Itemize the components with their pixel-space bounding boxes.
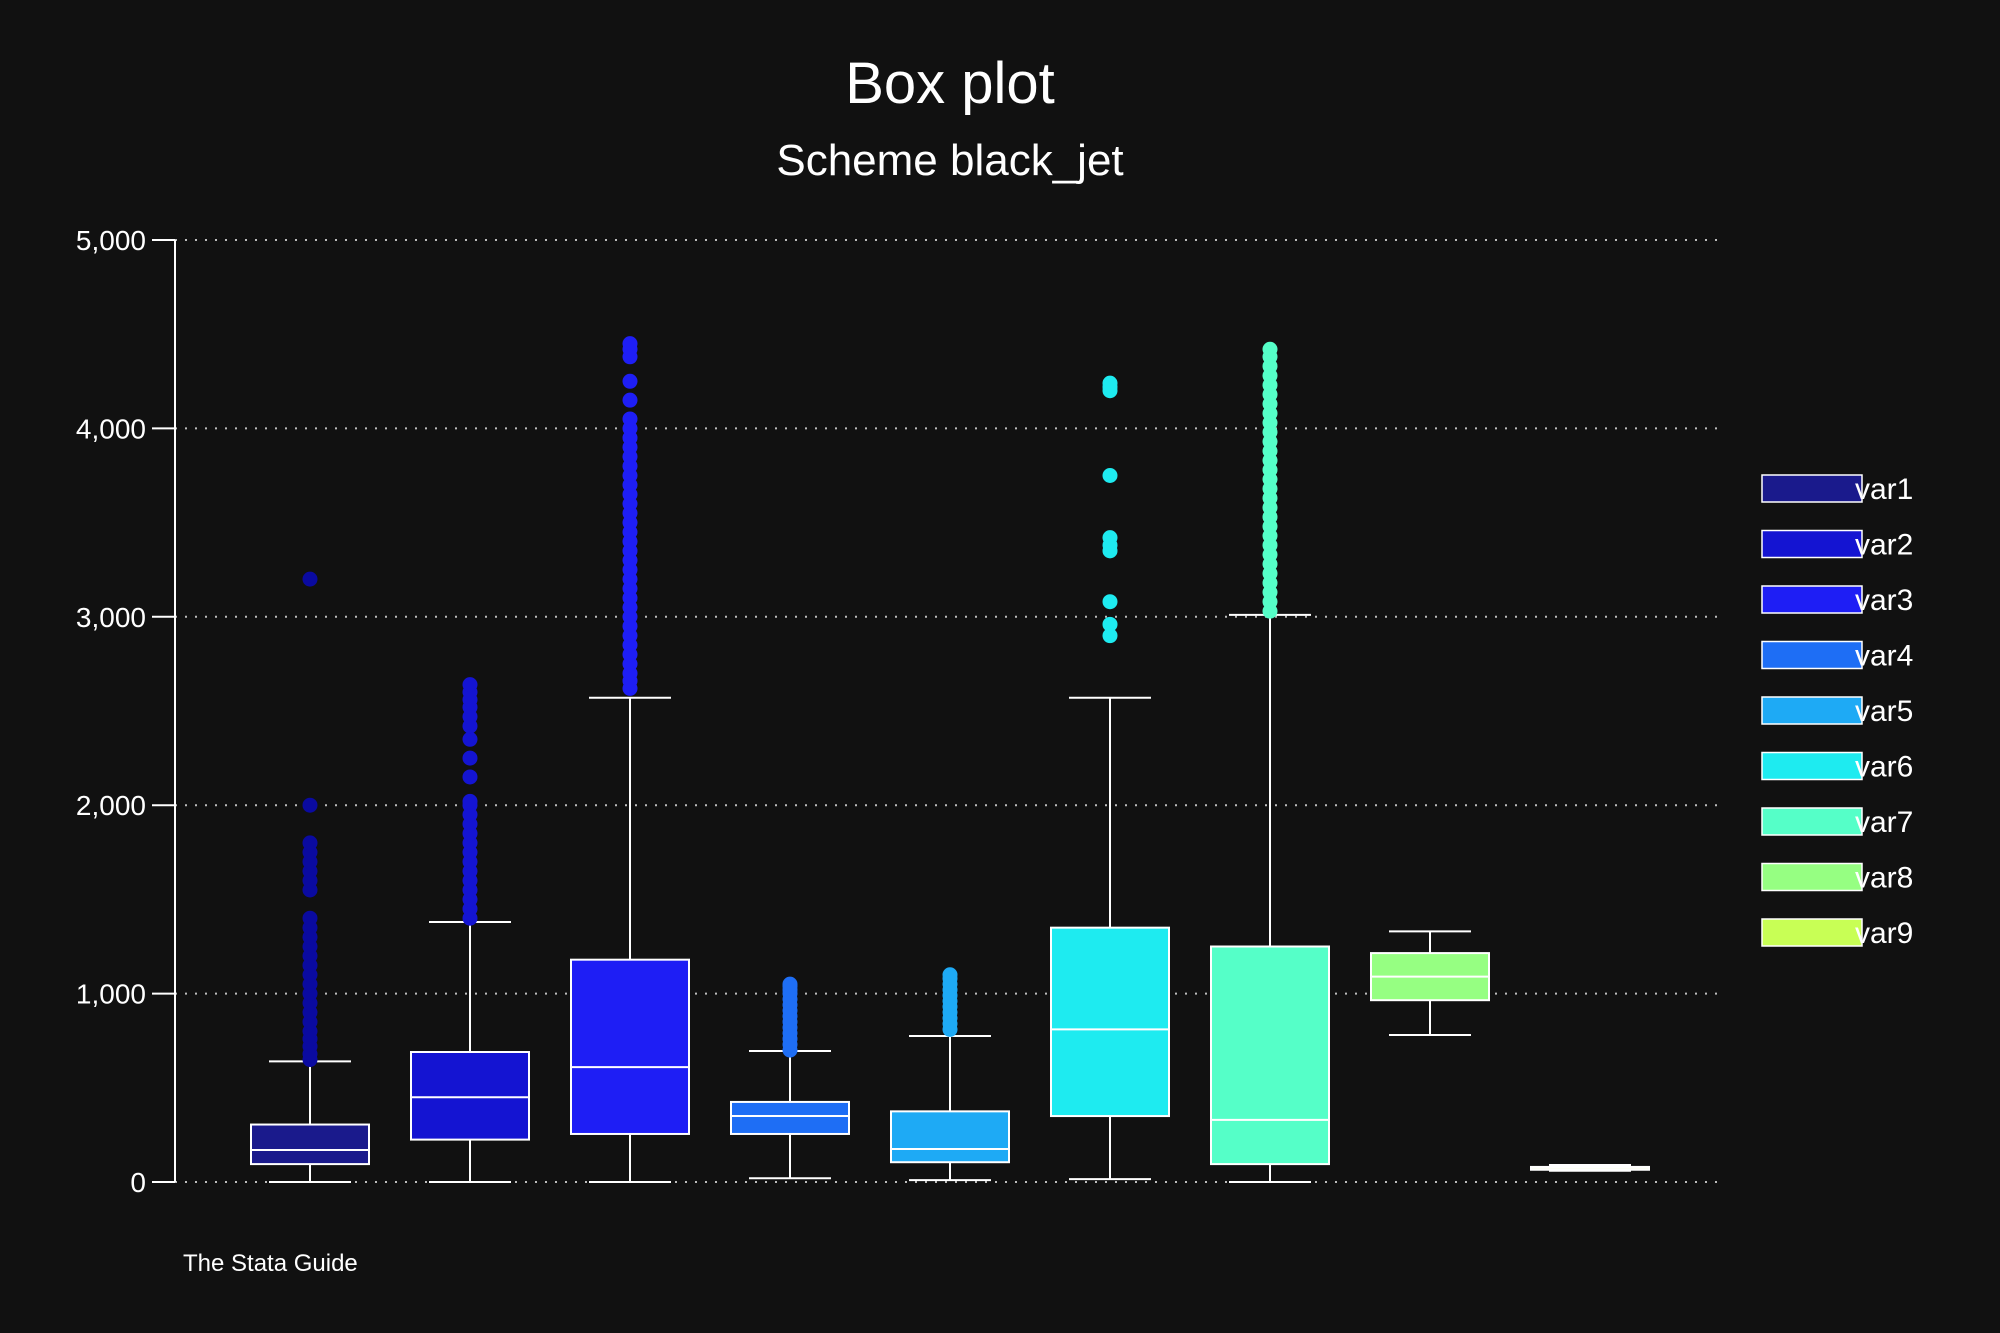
box-var5 bbox=[890, 967, 1010, 1182]
legend-label: var1 bbox=[1855, 473, 1913, 506]
outlier-point bbox=[782, 976, 798, 992]
outlier-point bbox=[622, 392, 638, 408]
plot-area bbox=[250, 336, 1650, 1183]
outlier-point bbox=[302, 571, 318, 587]
outlier-point bbox=[1262, 341, 1278, 357]
legend-item-var8: var8 bbox=[1761, 862, 1913, 895]
legend-label: var4 bbox=[1855, 640, 1913, 673]
y-tick-label: 0 bbox=[130, 1167, 146, 1198]
box-var9 bbox=[1530, 1164, 1650, 1172]
legend-item-var3: var3 bbox=[1761, 584, 1913, 617]
iqr-box bbox=[1210, 945, 1330, 1166]
outlier-point bbox=[462, 793, 478, 809]
legend-swatch bbox=[1761, 807, 1863, 836]
box-var6 bbox=[1050, 375, 1170, 1181]
chart-subtitle: Scheme black_jet bbox=[776, 136, 1123, 185]
outlier-point bbox=[302, 797, 318, 813]
iqr-box bbox=[890, 1110, 1010, 1164]
legend-item-var9: var9 bbox=[1761, 917, 1913, 950]
outlier-point bbox=[462, 731, 478, 747]
y-tick-label: 5,000 bbox=[76, 225, 146, 256]
y-tick-label: 1,000 bbox=[76, 979, 146, 1010]
legend-label: var9 bbox=[1855, 917, 1913, 950]
legend-item-var4: var4 bbox=[1761, 640, 1913, 673]
chart-title: Box plot bbox=[845, 51, 1055, 116]
legend-label: var2 bbox=[1855, 529, 1913, 562]
legend-item-var6: var6 bbox=[1761, 751, 1913, 784]
iqr-box bbox=[730, 1100, 850, 1135]
legend-item-var2: var2 bbox=[1761, 529, 1913, 562]
box-var2 bbox=[410, 677, 530, 1183]
outlier-point bbox=[1102, 616, 1118, 632]
y-tick-label: 3,000 bbox=[76, 602, 146, 633]
outlier-point bbox=[622, 411, 638, 427]
iqr-box bbox=[410, 1051, 530, 1141]
legend-swatch bbox=[1761, 696, 1863, 725]
outlier-point bbox=[462, 677, 478, 693]
chart-note: The Stata Guide bbox=[183, 1250, 358, 1277]
box-var1 bbox=[250, 571, 370, 1183]
y-tick-label: 4,000 bbox=[76, 413, 146, 444]
y-axis: 0 1,000 2,000 3,000 4,000 5,000 bbox=[76, 225, 175, 1198]
box-var7 bbox=[1210, 341, 1330, 1183]
iqr-box bbox=[250, 1123, 370, 1166]
legend-item-var1: var1 bbox=[1761, 473, 1913, 506]
legend-label: var5 bbox=[1855, 695, 1913, 728]
outlier-point bbox=[942, 967, 958, 983]
outlier-point bbox=[302, 910, 318, 926]
outlier-point bbox=[1102, 530, 1118, 546]
legend: var1 var2 var3 var4 var5 var6 var7 var8 var9 bbox=[1761, 473, 1913, 950]
legend-swatch bbox=[1761, 918, 1863, 947]
iqr-box bbox=[570, 958, 690, 1135]
outlier-point bbox=[462, 769, 478, 785]
legend-label: var8 bbox=[1855, 862, 1913, 895]
outlier-point bbox=[462, 750, 478, 766]
outlier-point bbox=[622, 373, 638, 389]
box-var4 bbox=[730, 976, 850, 1180]
box-var8 bbox=[1370, 930, 1490, 1037]
legend-label: var6 bbox=[1855, 751, 1913, 784]
iqr-box bbox=[1050, 926, 1170, 1118]
legend-swatch bbox=[1761, 529, 1863, 559]
y-tick-label: 2,000 bbox=[76, 790, 146, 821]
legend-swatch bbox=[1761, 585, 1863, 614]
outlier-point bbox=[1102, 375, 1118, 391]
box-var3 bbox=[570, 336, 690, 1183]
legend-item-var7: var7 bbox=[1761, 806, 1913, 839]
outlier-point bbox=[1102, 594, 1118, 610]
legend-item-var5: var5 bbox=[1761, 695, 1913, 728]
legend-swatch bbox=[1761, 751, 1863, 781]
outlier-point bbox=[622, 336, 638, 352]
legend-label: var3 bbox=[1855, 584, 1913, 617]
legend-swatch bbox=[1761, 862, 1863, 892]
legend-swatch bbox=[1761, 474, 1863, 503]
outlier-point bbox=[1102, 628, 1118, 644]
legend-label: var7 bbox=[1855, 806, 1913, 839]
legend-swatch bbox=[1761, 640, 1863, 670]
outlier-point bbox=[302, 835, 318, 851]
outlier-point bbox=[1102, 468, 1118, 483]
